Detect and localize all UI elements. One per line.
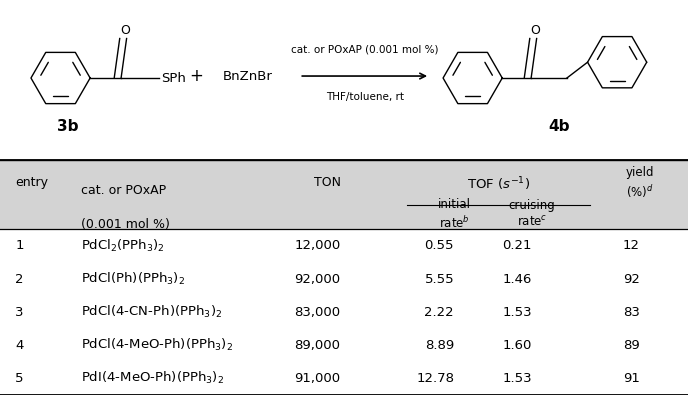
Text: 89: 89 [623, 339, 640, 352]
Text: PdCl$_2$(PPh$_3$)$_2$: PdCl$_2$(PPh$_3$)$_2$ [81, 238, 165, 254]
Text: initial
rate$^b$: initial rate$^b$ [438, 198, 471, 231]
Text: TON: TON [314, 176, 341, 189]
Text: TOF ($s^{-1}$): TOF ($s^{-1}$) [467, 175, 530, 193]
Text: 92: 92 [623, 273, 640, 286]
Text: 2: 2 [15, 273, 23, 286]
Text: cruising
rate$^c$: cruising rate$^c$ [508, 199, 555, 229]
Text: 4b: 4b [548, 119, 570, 134]
Text: 0.21: 0.21 [502, 239, 532, 252]
Text: THF/toluene, rt: THF/toluene, rt [325, 92, 404, 102]
Text: PdCl(4-MeO-Ph)(PPh$_3$)$_2$: PdCl(4-MeO-Ph)(PPh$_3$)$_2$ [81, 337, 233, 354]
Text: 0.55: 0.55 [424, 239, 454, 252]
Bar [0, 160, 688, 229]
Text: SPh: SPh [161, 71, 186, 85]
Text: O: O [120, 24, 130, 37]
Text: PdCl(4-CN-Ph)(PPh$_3$)$_2$: PdCl(4-CN-Ph)(PPh$_3$)$_2$ [81, 304, 222, 320]
Text: 2.22: 2.22 [424, 306, 454, 319]
Text: O: O [530, 24, 540, 37]
Text: 5.55: 5.55 [424, 273, 454, 286]
Text: 1: 1 [15, 239, 23, 252]
Text: 1.60: 1.60 [502, 339, 532, 352]
Text: 83,000: 83,000 [294, 306, 341, 319]
Text: 91,000: 91,000 [294, 372, 341, 385]
Text: 91: 91 [623, 372, 640, 385]
Text: 12: 12 [623, 239, 640, 252]
Text: 12,000: 12,000 [294, 239, 341, 252]
Text: cat. or POxAP (0.001 mol %): cat. or POxAP (0.001 mol %) [291, 44, 438, 54]
Text: 1.53: 1.53 [502, 306, 532, 319]
Text: 92,000: 92,000 [294, 273, 341, 286]
Text: PdI(4-MeO-Ph)(PPh$_3$)$_2$: PdI(4-MeO-Ph)(PPh$_3$)$_2$ [81, 371, 224, 386]
Text: entry: entry [15, 176, 48, 189]
Text: 83: 83 [623, 306, 640, 319]
Text: BnZnBr: BnZnBr [223, 70, 272, 83]
Text: +: + [189, 67, 203, 85]
Text: 8.89: 8.89 [424, 339, 454, 352]
Text: PdCl(Ph)(PPh$_3$)$_2$: PdCl(Ph)(PPh$_3$)$_2$ [81, 271, 185, 287]
Text: 4: 4 [15, 339, 23, 352]
Text: 1.53: 1.53 [502, 372, 532, 385]
Text: 3b: 3b [56, 119, 78, 134]
Text: 1.46: 1.46 [502, 273, 532, 286]
Text: 5: 5 [15, 372, 23, 385]
Text: 3: 3 [15, 306, 23, 319]
Text: 89,000: 89,000 [294, 339, 341, 352]
Text: (0.001 mol %): (0.001 mol %) [81, 218, 170, 231]
Text: yield
(%)$^d$: yield (%)$^d$ [625, 166, 654, 200]
Text: 12.78: 12.78 [416, 372, 454, 385]
Text: cat. or POxAP: cat. or POxAP [81, 184, 166, 198]
